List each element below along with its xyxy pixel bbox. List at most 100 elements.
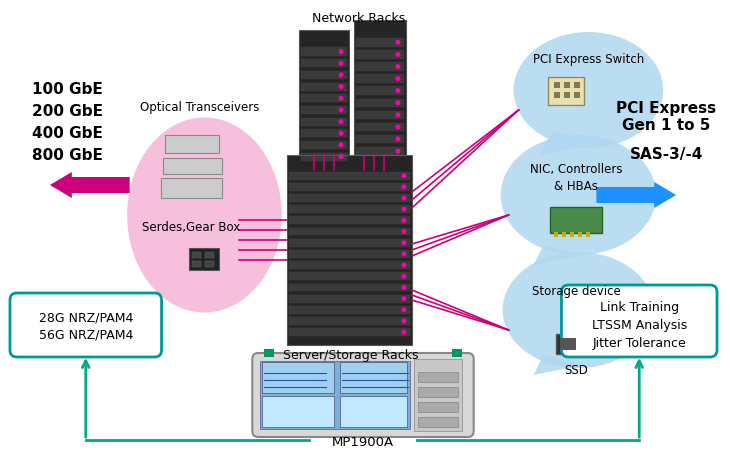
- Text: 200 GbE: 200 GbE: [32, 105, 104, 120]
- Circle shape: [402, 297, 406, 300]
- Text: MP1900A: MP1900A: [332, 436, 394, 448]
- Bar: [356, 147, 404, 155]
- Bar: [193, 261, 201, 267]
- Bar: [575, 82, 580, 88]
- Polygon shape: [539, 130, 593, 155]
- Circle shape: [402, 263, 406, 267]
- Bar: [356, 50, 404, 59]
- Bar: [289, 317, 410, 325]
- Circle shape: [396, 41, 400, 44]
- Bar: [564, 82, 570, 88]
- Bar: [452, 349, 461, 357]
- Bar: [289, 216, 410, 224]
- Bar: [205, 252, 215, 258]
- Bar: [555, 232, 558, 237]
- Text: Link Training: Link Training: [599, 302, 679, 314]
- Circle shape: [402, 241, 406, 244]
- Bar: [356, 135, 404, 143]
- Bar: [287, 155, 412, 345]
- Bar: [564, 92, 570, 98]
- Text: 800 GbE: 800 GbE: [32, 148, 103, 164]
- Bar: [301, 83, 347, 91]
- Text: Optical Transceivers: Optical Transceivers: [139, 101, 259, 115]
- Bar: [570, 232, 575, 237]
- Bar: [161, 178, 223, 198]
- Circle shape: [396, 125, 400, 129]
- FancyBboxPatch shape: [10, 293, 161, 357]
- Bar: [356, 110, 404, 119]
- Text: PCI Express: PCI Express: [616, 101, 716, 115]
- Bar: [289, 306, 410, 314]
- Circle shape: [402, 252, 406, 256]
- Bar: [340, 396, 407, 427]
- Circle shape: [339, 50, 343, 53]
- Bar: [418, 402, 458, 412]
- Circle shape: [402, 319, 406, 323]
- Bar: [289, 250, 410, 258]
- FancyBboxPatch shape: [253, 353, 474, 437]
- Bar: [555, 92, 561, 98]
- Text: Serdes,Gear Box: Serdes,Gear Box: [142, 221, 241, 235]
- Bar: [561, 338, 577, 350]
- Bar: [578, 232, 583, 237]
- Bar: [262, 363, 334, 393]
- Text: Jitter Tolerance: Jitter Tolerance: [592, 337, 686, 350]
- Bar: [340, 363, 407, 393]
- Circle shape: [402, 219, 406, 222]
- Bar: [301, 59, 347, 67]
- Bar: [301, 71, 347, 79]
- Circle shape: [339, 97, 343, 100]
- Bar: [548, 77, 585, 105]
- Circle shape: [402, 196, 406, 200]
- Bar: [289, 239, 410, 247]
- FancyBboxPatch shape: [561, 285, 717, 357]
- Bar: [289, 284, 410, 291]
- Text: LTSSM Analysis: LTSSM Analysis: [591, 319, 687, 332]
- Bar: [264, 349, 274, 357]
- Bar: [205, 261, 215, 267]
- Circle shape: [339, 120, 343, 124]
- Bar: [301, 118, 347, 126]
- Circle shape: [402, 285, 406, 289]
- Circle shape: [396, 137, 400, 141]
- Circle shape: [402, 207, 406, 211]
- FancyArrow shape: [596, 182, 676, 208]
- Ellipse shape: [514, 32, 663, 148]
- Bar: [356, 87, 404, 95]
- Bar: [289, 328, 410, 336]
- Circle shape: [396, 77, 400, 80]
- Bar: [301, 152, 347, 161]
- Circle shape: [396, 89, 400, 92]
- Bar: [289, 183, 410, 191]
- Circle shape: [402, 230, 406, 233]
- Bar: [301, 106, 347, 114]
- Circle shape: [339, 61, 343, 65]
- Bar: [555, 82, 561, 88]
- Ellipse shape: [501, 135, 656, 255]
- Text: Storage device: Storage device: [532, 285, 620, 299]
- Circle shape: [339, 108, 343, 112]
- Bar: [301, 141, 347, 149]
- Bar: [356, 38, 404, 46]
- Bar: [356, 62, 404, 71]
- Bar: [356, 74, 404, 83]
- Text: Server/Storage Racks: Server/Storage Racks: [283, 349, 419, 362]
- Bar: [575, 92, 580, 98]
- Text: 28G NRZ/PAM4: 28G NRZ/PAM4: [39, 312, 133, 325]
- Circle shape: [339, 143, 343, 147]
- Bar: [193, 252, 201, 258]
- Bar: [261, 361, 410, 429]
- Bar: [289, 194, 410, 202]
- Text: Gen 1 to 5: Gen 1 to 5: [622, 118, 710, 133]
- Bar: [190, 248, 220, 270]
- Bar: [289, 172, 410, 179]
- Text: SAS-3/-4: SAS-3/-4: [629, 147, 703, 162]
- Circle shape: [396, 101, 400, 105]
- Bar: [164, 135, 220, 153]
- Bar: [562, 232, 566, 237]
- Bar: [418, 417, 458, 427]
- Circle shape: [396, 113, 400, 117]
- Circle shape: [402, 308, 406, 312]
- Bar: [289, 295, 410, 303]
- Circle shape: [339, 73, 343, 77]
